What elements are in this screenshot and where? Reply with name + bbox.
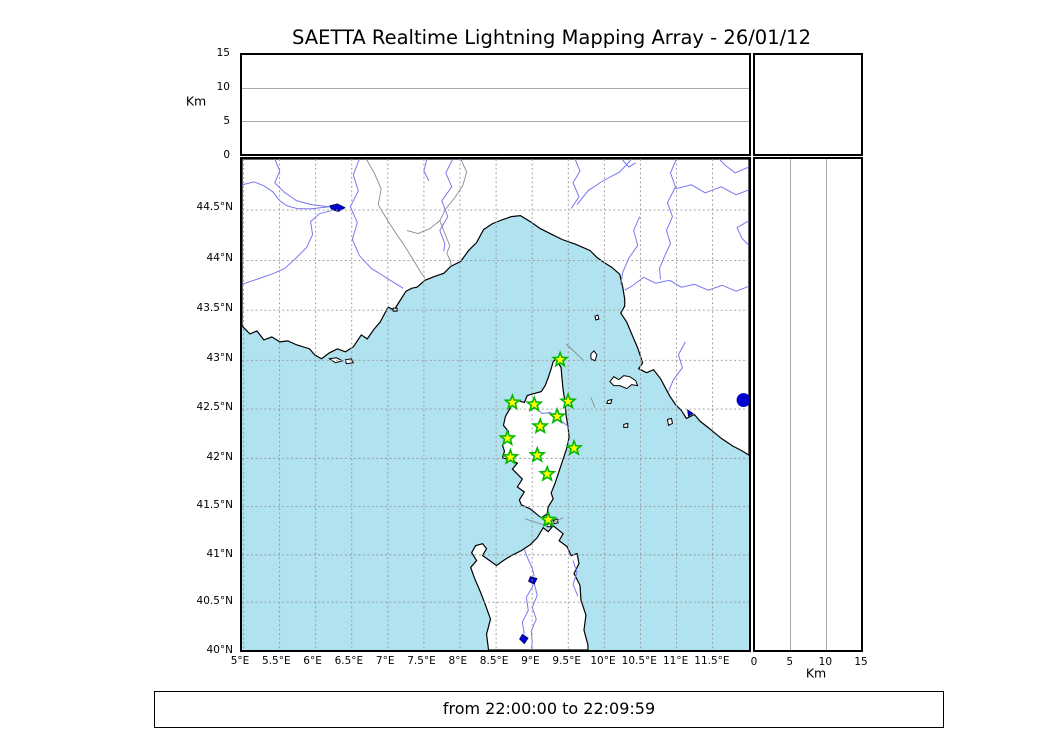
river xyxy=(621,159,636,168)
small-island xyxy=(606,398,613,405)
lma-station-star xyxy=(565,438,584,456)
latitude-tick-label: 40°N xyxy=(206,643,233,656)
altitude-longitude-panel xyxy=(240,53,751,156)
river xyxy=(624,276,749,292)
lma-station-star xyxy=(538,464,557,482)
river xyxy=(576,159,633,206)
lma-station-star xyxy=(501,447,520,465)
altitude-tick-label: 15 xyxy=(216,47,230,59)
altitude-gridline-5km xyxy=(790,159,792,650)
altitude-tick-label: 0 xyxy=(750,655,758,668)
altitude-gridline-10km xyxy=(242,87,749,89)
latitude-tick-label: 43°N xyxy=(206,352,233,364)
map-panel xyxy=(240,157,751,652)
river xyxy=(620,216,641,285)
river xyxy=(668,341,686,392)
lake xyxy=(687,408,694,417)
time-range-text: from 22:00:00 to 22:09:59 xyxy=(442,699,656,718)
river xyxy=(675,184,749,196)
country-border xyxy=(525,518,547,527)
altitude-tick-label: 5 xyxy=(786,655,793,668)
country-border xyxy=(365,159,426,279)
longitude-tick-label: 6°E xyxy=(303,655,322,667)
longitude-tick-label: 5.5°E xyxy=(262,655,291,667)
latitude-tick-label: 40.5°N xyxy=(196,595,233,608)
country-border xyxy=(546,517,564,527)
country-border xyxy=(590,397,596,408)
longitude-tick-label: 11°E xyxy=(662,655,689,667)
small-island xyxy=(609,375,639,390)
latitude-tick-label: 43.5°N xyxy=(196,301,233,314)
altitude-tick-label: 0 xyxy=(223,149,230,161)
river xyxy=(274,159,330,208)
page-title: SAETTA Realtime Lightning Mapping Array … xyxy=(292,26,811,49)
lma-station-star xyxy=(548,406,567,425)
longitude-tick-label: 6.5°E xyxy=(334,655,364,667)
altitude-tick-label: 5 xyxy=(223,115,230,127)
longitude-tick-label: 7°E xyxy=(375,655,395,667)
latitude-tick-label: 41°N xyxy=(206,547,233,560)
small-island xyxy=(623,422,629,428)
river xyxy=(521,585,534,635)
mainland-coast xyxy=(242,159,749,456)
map-canvas xyxy=(242,159,749,650)
longitude-tick-label: 10°E xyxy=(590,655,616,667)
longitude-tick-label: 7.5°E xyxy=(407,655,436,667)
longitude-tick-label: 11.5°E xyxy=(694,655,730,667)
lake xyxy=(527,576,538,585)
altitude-tick-label: 10 xyxy=(216,81,230,93)
latitude-tick-label: 44°N xyxy=(206,251,233,264)
lma-station-star xyxy=(551,350,570,368)
altitude-axis-label-left: Km xyxy=(185,93,207,109)
longitude-tick-label: 9°E xyxy=(521,655,540,667)
altitude-tick-label: 15 xyxy=(854,655,868,668)
longitude-tick-label: 5°E xyxy=(230,655,250,667)
latitude-tick-label: 42.5°N xyxy=(196,401,233,414)
altitude-axis-label-bottom: Km xyxy=(805,665,827,681)
longitude-tick-label: 9.5°E xyxy=(552,655,581,667)
lake-bolsena xyxy=(736,393,749,407)
lma-station-star xyxy=(503,393,522,411)
lma-station-star xyxy=(528,445,547,463)
river xyxy=(659,159,677,280)
lma-station-star xyxy=(525,395,544,413)
lma-station-star xyxy=(539,510,558,528)
river xyxy=(439,159,454,252)
river xyxy=(570,159,581,209)
river xyxy=(718,159,749,174)
river xyxy=(523,549,535,577)
latitude-tick-label: 42°N xyxy=(206,450,233,463)
longitude-tick-label: 8°E xyxy=(448,655,468,667)
river xyxy=(423,159,430,182)
altitude-gridline-10km xyxy=(825,159,827,650)
river xyxy=(572,560,579,597)
altitude-latitude-panel xyxy=(753,157,863,652)
small-island xyxy=(392,307,398,312)
altitude-altitude-panel xyxy=(753,53,863,156)
small-island xyxy=(666,417,674,427)
longitude-tick-label: 8.5°E xyxy=(479,655,509,667)
lma-station-star xyxy=(498,428,517,446)
river xyxy=(242,210,332,285)
lma-station-star xyxy=(559,392,578,410)
lake xyxy=(519,633,529,645)
longitude-tick-label: 10.5°E xyxy=(621,655,657,667)
small-island xyxy=(594,314,600,321)
small-island xyxy=(590,350,598,362)
corsica-island xyxy=(501,357,570,519)
river xyxy=(736,220,749,246)
country-border xyxy=(565,343,584,361)
sardinia-island xyxy=(469,524,589,650)
time-range-box: from 22:00:00 to 22:09:59 xyxy=(154,691,944,728)
latitude-tick-label: 41.5°N xyxy=(196,499,233,512)
altitude-gridline-5km xyxy=(242,121,749,122)
latitude-tick-label: 44.5°N xyxy=(196,200,233,213)
river xyxy=(349,159,404,289)
lma-station-star xyxy=(531,416,550,435)
